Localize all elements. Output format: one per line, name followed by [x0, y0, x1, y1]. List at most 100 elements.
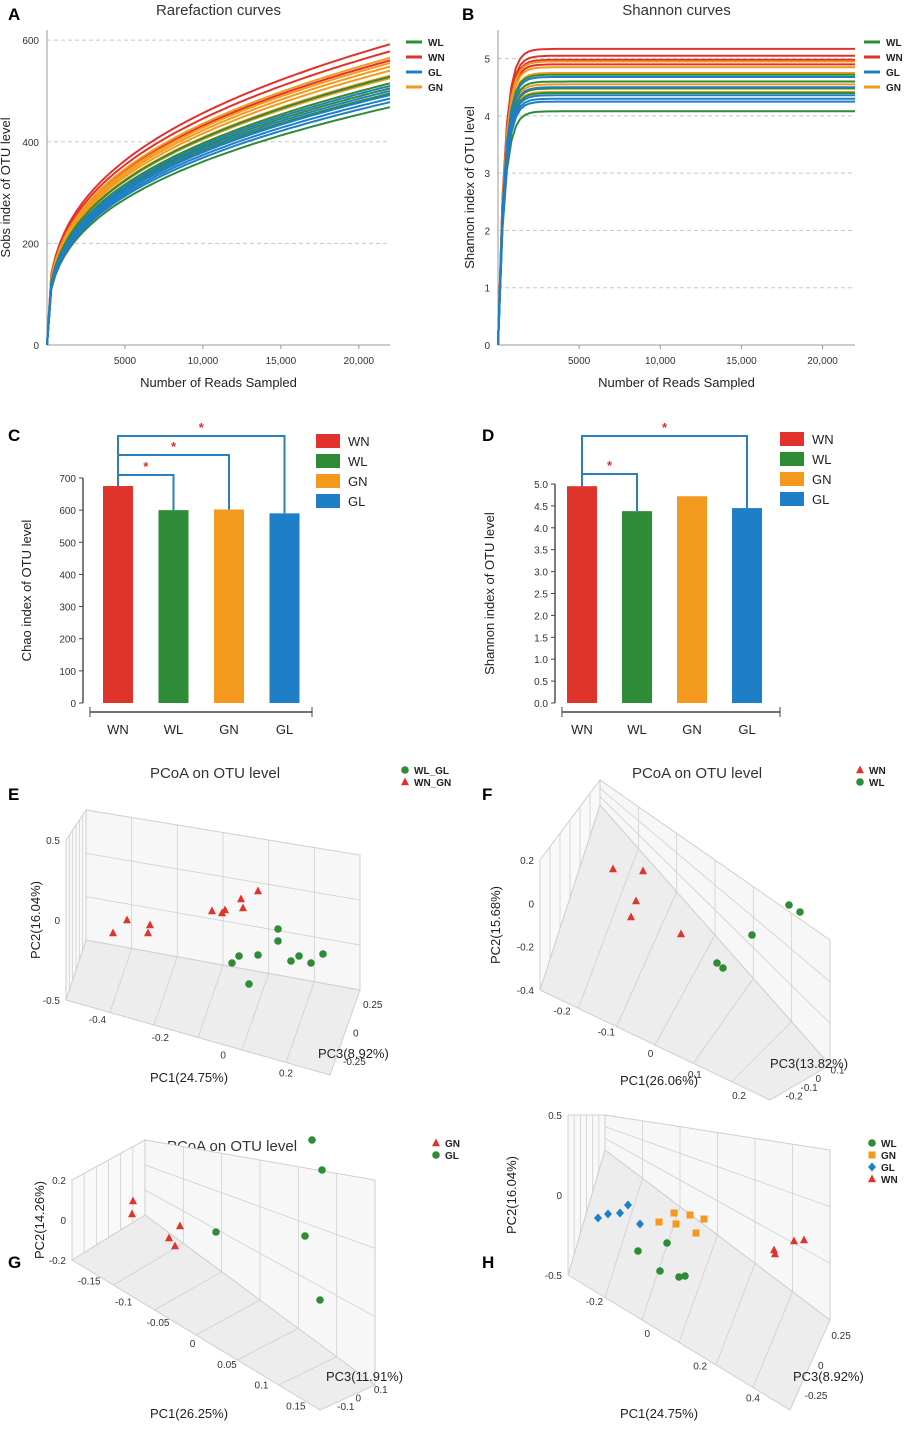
legend-marker-WL	[868, 1139, 876, 1147]
series-line-GL	[497, 76, 855, 346]
series-line-GN	[497, 72, 855, 346]
y-tick-label: 5	[484, 55, 490, 66]
data-point-WL_GL	[245, 980, 253, 988]
series-line-WL	[497, 80, 855, 346]
legend-swatch-WL	[780, 452, 804, 466]
panel-label: G	[8, 1253, 21, 1272]
data-point-WL_GL	[274, 937, 282, 945]
x-tick-label: WL	[164, 722, 184, 737]
grid-line	[197, 964, 224, 1038]
data-point-GN	[176, 1221, 184, 1230]
significance-star: *	[199, 420, 205, 435]
series-line-GN	[46, 62, 391, 346]
y-tick-label: 2.5	[534, 590, 548, 601]
legend-marker-WN	[868, 1174, 876, 1183]
data-point-GN	[129, 1196, 137, 1205]
data-point-WL	[681, 1272, 689, 1280]
data-point-WL	[785, 901, 793, 909]
legend-label-GL: GL	[445, 1151, 459, 1162]
series-line-GL	[46, 84, 391, 346]
panel-D: D 0.0 0.5 1.0 1.5 2.0 2.5 3.0 3.5 4.0 4.5 5.0 Shanno…	[482, 420, 834, 737]
y-tick-label: 600	[22, 36, 39, 47]
y-tick-label: 4.0	[534, 524, 548, 535]
legend-label-WN: WN	[348, 434, 370, 449]
z-tick-label: 0	[816, 1074, 822, 1085]
x-tick-label: WN	[107, 722, 129, 737]
grid-line	[154, 1271, 222, 1311]
data-point-WL_GL	[274, 925, 282, 933]
series-line-WN	[497, 58, 855, 346]
legend-marker-WN	[856, 765, 864, 774]
data-point-WL_GL	[287, 957, 295, 965]
z-tick-label: 0	[356, 1394, 362, 1405]
series-line-WN	[46, 50, 391, 346]
legend-label-GN: GN	[886, 83, 901, 94]
data-point-WL	[713, 959, 721, 967]
y-tick-label: 0	[54, 916, 60, 927]
grid-line	[654, 934, 716, 1046]
data-point-GL	[301, 1232, 309, 1240]
bar-GL	[269, 513, 300, 703]
data-point-WN	[609, 864, 617, 873]
x-tick-label: 20,000	[344, 356, 375, 367]
x-tick-label: 15,000	[266, 356, 297, 367]
x-tick-label: -0.05	[147, 1318, 170, 1329]
bar-GN	[677, 496, 707, 703]
legend-label-GN: GN	[348, 474, 368, 489]
significance-bracket	[581, 435, 748, 509]
x-axis-title: PC1(26.06%)	[620, 1073, 698, 1088]
x-tick-label: 0	[220, 1051, 226, 1062]
data-point-WL_GL	[307, 959, 315, 967]
x-tick-label: 10,000	[188, 356, 219, 367]
data-point-WN	[639, 866, 647, 875]
grid-line	[731, 1021, 792, 1082]
y-tick-label: 0.5	[46, 836, 60, 847]
data-point-GN	[686, 1211, 694, 1219]
y-tick-label: 0.5	[548, 1111, 562, 1122]
data-point-WL	[634, 1247, 642, 1255]
grid-line	[715, 1263, 756, 1366]
data-point-WL	[656, 1267, 664, 1275]
legend-label-WL: WL	[348, 454, 368, 469]
z-tick-label: -0.1	[337, 1402, 355, 1413]
y-axis-title: Shannon index of OTU level	[462, 106, 477, 269]
data-point-WL	[719, 964, 727, 972]
panel-label: B	[462, 5, 474, 24]
x-tick-label: 0.15	[286, 1401, 306, 1412]
y-axis-title: Sobs index of OTU level	[0, 117, 13, 257]
grid-line	[237, 1327, 299, 1361]
data-point-WN_GN	[237, 894, 245, 903]
legend-label-WL: WL	[881, 1139, 897, 1150]
x-tick-label: 0.1	[254, 1381, 268, 1392]
legend-label-GL: GL	[881, 1163, 895, 1174]
grid-line	[599, 796, 831, 1024]
series-line-WN	[46, 59, 391, 346]
data-point-WN_GN	[254, 886, 262, 895]
data-point-WL_GL	[228, 959, 236, 967]
data-point-GL	[636, 1219, 644, 1229]
y-tick-label: 0.0	[534, 699, 548, 710]
y-tick-label: 0	[484, 341, 490, 352]
z-axis-title: PC3(8.92%)	[318, 1046, 389, 1061]
data-point-GN	[171, 1241, 179, 1250]
z-tick-label: 0.1	[374, 1385, 388, 1396]
y-tick-label: 3	[484, 169, 490, 180]
y-tick-label: 0	[33, 341, 39, 352]
series-line-GN	[497, 83, 855, 346]
z-tick-label: -0.1	[801, 1083, 819, 1094]
chart-title: PCoA on OTU level	[632, 765, 762, 782]
x-tick-label: 0.2	[693, 1361, 707, 1372]
z-tick-label: 0	[818, 1361, 824, 1372]
y-tick-label: 600	[59, 506, 76, 517]
series-line-GL	[46, 97, 391, 346]
series-line-GL	[46, 90, 391, 346]
grid-line	[144, 1189, 376, 1318]
panel-label: A	[8, 5, 20, 24]
data-point-WN	[771, 1249, 779, 1258]
series-line-GN	[46, 69, 391, 346]
data-point-WN	[627, 912, 635, 921]
y-tick-label: 300	[59, 603, 76, 614]
data-point-GL	[308, 1136, 316, 1144]
data-point-GN	[670, 1209, 678, 1217]
